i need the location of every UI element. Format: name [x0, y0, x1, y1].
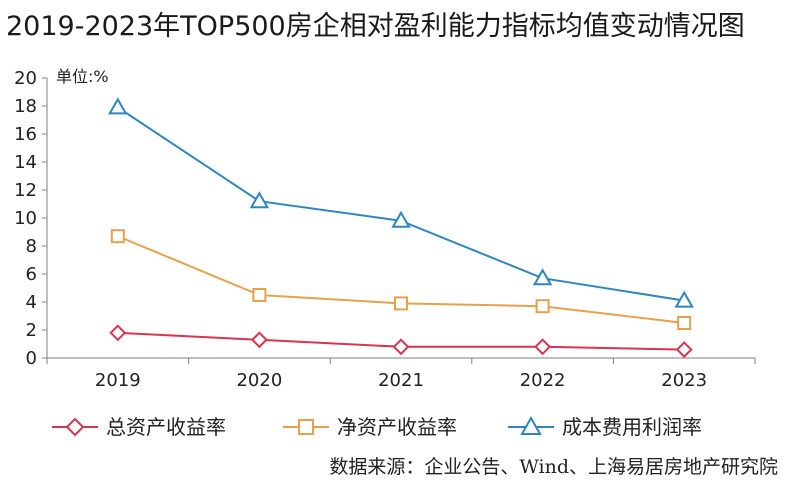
y-tick-label: 14 — [14, 152, 37, 173]
unit-label: 单位:% — [56, 67, 109, 86]
data-point-series-3 — [108, 97, 128, 115]
x-tick-label: 2021 — [378, 370, 424, 391]
data-point-series-2 — [535, 299, 550, 314]
data-point-series-2 — [110, 229, 125, 244]
x-tick-label: 2023 — [661, 370, 707, 391]
data-point-series-2 — [394, 296, 408, 311]
legend-label-2: 净资产收益率 — [337, 415, 457, 439]
x-tick-label: 2022 — [520, 370, 566, 391]
y-tick-label: 16 — [14, 124, 37, 145]
y-tick-label: 20 — [14, 68, 37, 89]
data-point-series-1 — [392, 338, 410, 356]
data-point-series-1 — [250, 331, 268, 349]
y-tick-label: 6 — [26, 264, 37, 285]
legend-marker-2 — [298, 419, 314, 435]
y-tick-label: 0 — [26, 348, 37, 369]
y-tick-label: 4 — [26, 292, 37, 313]
data-point-series-2 — [252, 288, 267, 302]
legend-label-3: 成本费用利润率 — [562, 415, 702, 439]
y-tick-label: 12 — [14, 180, 37, 201]
legend-marker-3 — [520, 415, 542, 435]
data-point-series-2 — [677, 316, 692, 330]
data-point-series-1 — [675, 341, 693, 359]
x-tick-label: 2020 — [236, 370, 282, 391]
data-point-series-3 — [674, 290, 694, 308]
y-tick-label: 10 — [14, 208, 37, 229]
legend-marker-1 — [65, 417, 85, 437]
data-point-series-1 — [109, 324, 127, 342]
data-point-series-3 — [391, 210, 411, 228]
legend-label-1: 总资产收益率 — [106, 415, 226, 439]
data-point-series-3 — [249, 191, 270, 209]
x-tick-label: 2019 — [95, 370, 141, 391]
chart-title: 2019-2023年TOP500房企相对盈利能力指标均值变动情况图 — [6, 11, 745, 42]
data-point-series-3 — [532, 268, 553, 286]
y-tick-label: 18 — [14, 96, 37, 117]
source-note: 数据来源：企业公告、Wind、上海易居房地产研究院 — [329, 456, 778, 478]
data-point-series-1 — [534, 338, 552, 356]
y-tick-label: 2 — [26, 320, 37, 341]
y-tick-label: 8 — [26, 236, 37, 257]
